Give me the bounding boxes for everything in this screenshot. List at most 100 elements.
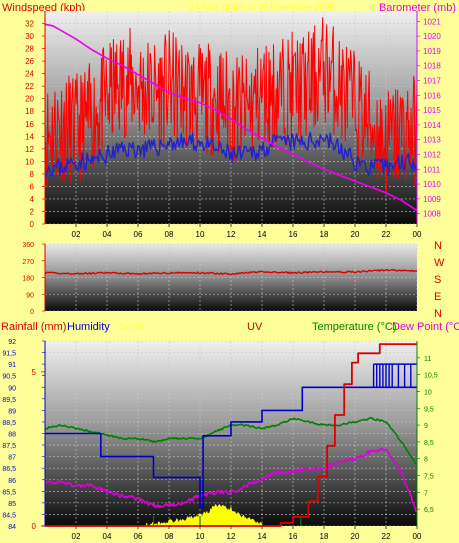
direction-tick-label: 270 [22, 259, 34, 266]
barometer-tick-label: 1013 [423, 136, 441, 145]
dewpoint-series [44, 447, 418, 513]
barometer-tick-label: 1008 [423, 210, 441, 219]
windspeed-tick-label: 6 [30, 182, 35, 191]
x-tick-label: 00 [413, 532, 422, 541]
direction-tick-label: 0 [30, 309, 34, 316]
average-windspeed-series [44, 131, 418, 178]
x-tick-label: 02 [72, 230, 81, 239]
humidity-series [45, 386, 417, 509]
x-tick-label: 04 [103, 230, 112, 239]
wind-direction-series [44, 268, 418, 276]
barometer-tick-label: 1019 [423, 47, 441, 56]
barometer-tick-label: 1014 [423, 121, 441, 130]
windspeed-tick-label: 4 [30, 195, 35, 204]
windspeed-series [44, 17, 418, 194]
barometer-tick-label: 1009 [423, 195, 441, 204]
x-tick-label: 16 [289, 532, 298, 541]
windspeed-tick-label: 0 [30, 220, 35, 229]
compass-label-n: N [434, 308, 442, 320]
humidity-tick-label: 84 [8, 524, 16, 531]
barometer-tick-label: 1021 [423, 17, 441, 26]
temperature-tick-label: 8 [424, 457, 428, 464]
uv-label: UV [247, 321, 263, 333]
windspeed-tick-label: 10 [25, 157, 34, 166]
graph-title: 24 hour graph to 10 November 2008 [189, 2, 334, 12]
rainfall-tick-label: 5 [32, 368, 37, 377]
compass-label-w: W [434, 257, 445, 269]
temperature-tick-label: 10 [424, 389, 432, 396]
windspeed-tick-label: 26 [25, 57, 34, 66]
humidity-tick-label: 85,5 [2, 489, 16, 496]
x-tick-label: 22 [382, 532, 391, 541]
humidity-tick-label: 84,5 [2, 512, 16, 519]
x-tick-label: 18 [320, 532, 329, 541]
humidity-tick-label: 92 [8, 339, 16, 346]
windspeed-tick-label: 16 [25, 120, 34, 129]
compass-label-s: S [434, 274, 441, 286]
rainfall-series [45, 343, 417, 527]
temperature-tick-label: 6,5 [424, 507, 434, 514]
x-tick-label: 06 [134, 230, 143, 239]
barometer-tick-label: 1012 [423, 150, 441, 159]
direction-tick-label: 360 [22, 242, 34, 249]
temperature-tick-label: 9 [424, 423, 428, 430]
humidity-tick-label: 90 [8, 385, 16, 392]
humidity-tick-label: 86 [8, 478, 16, 485]
barometer-tick-label: 1020 [423, 32, 441, 41]
compass-label-n: N [434, 240, 442, 252]
x-tick-label: 06 [134, 532, 143, 541]
x-tick-label: 14 [258, 230, 267, 239]
x-tick-label: 04 [103, 532, 112, 541]
barometer-tick-label: 1018 [423, 62, 441, 71]
temperature-label: Temperature (°C) [312, 321, 396, 333]
x-tick-label: 08 [165, 532, 174, 541]
windspeed-tick-label: 24 [25, 70, 34, 79]
temperature-tick-label: 7 [424, 490, 428, 497]
barometer-tick-label: 1015 [423, 106, 441, 115]
windspeed-tick-label: 30 [25, 32, 34, 41]
barometer-tick-label: 1011 [423, 165, 441, 174]
humidity-tick-label: 88,5 [2, 420, 16, 427]
windspeed-tick-label: 32 [25, 20, 34, 29]
humidity-tick-label: 88 [8, 432, 16, 439]
x-tick-label: 00 [413, 230, 422, 239]
temperature-tick-label: 7,5 [424, 474, 434, 481]
barometer-tick-label: 1016 [423, 91, 441, 100]
x-tick-label: 12 [227, 230, 236, 239]
humidity-label: Humidity [67, 321, 110, 333]
x-tick-label: 12 [227, 532, 236, 541]
windspeed-tick-label: 2 [30, 207, 35, 216]
humidity-tick-label: 90,5 [2, 374, 16, 381]
rainfall-tick-label: 0 [32, 522, 37, 531]
dewpoint-label: Dew Point (°C) [392, 321, 459, 333]
windspeed-tick-label: 18 [25, 107, 34, 116]
humidity-tick-label: 87,5 [2, 443, 16, 450]
humidity-tick-label: 86,5 [2, 466, 16, 473]
direction-tick-label: 180 [22, 276, 34, 283]
x-tick-label: 20 [351, 532, 360, 541]
humidity-tick-label: 89 [8, 408, 16, 415]
windspeed-tick-label: 14 [25, 132, 34, 141]
humidity-tick-label: 87 [8, 455, 16, 462]
windspeed-tick-label: 12 [25, 145, 34, 154]
temperature-tick-label: 9,5 [424, 406, 434, 413]
humidity-tick-label: 89,5 [2, 397, 16, 404]
x-tick-label: 20 [351, 230, 360, 239]
windspeed-tick-label: 22 [25, 82, 34, 91]
x-tick-label: 10 [196, 532, 205, 541]
x-tick-label: 10 [196, 230, 205, 239]
x-tick-label: 22 [382, 230, 391, 239]
x-tick-label: 14 [258, 532, 267, 541]
temperature-tick-label: 11 [424, 356, 431, 363]
windspeed-tick-label: 20 [25, 95, 34, 104]
compass-label-e: E [434, 291, 441, 303]
humidity-tick-label: 91 [8, 362, 16, 369]
solar-label: Solar [119, 321, 145, 333]
rainfall-label: Rainfall (mm) [1, 321, 66, 333]
barometer-tick-label: 1010 [423, 180, 441, 189]
x-tick-label: 08 [165, 230, 174, 239]
temperature-tick-label: 8,5 [424, 440, 434, 447]
solar-series [145, 503, 263, 527]
windspeed-tick-label: 28 [25, 45, 34, 54]
